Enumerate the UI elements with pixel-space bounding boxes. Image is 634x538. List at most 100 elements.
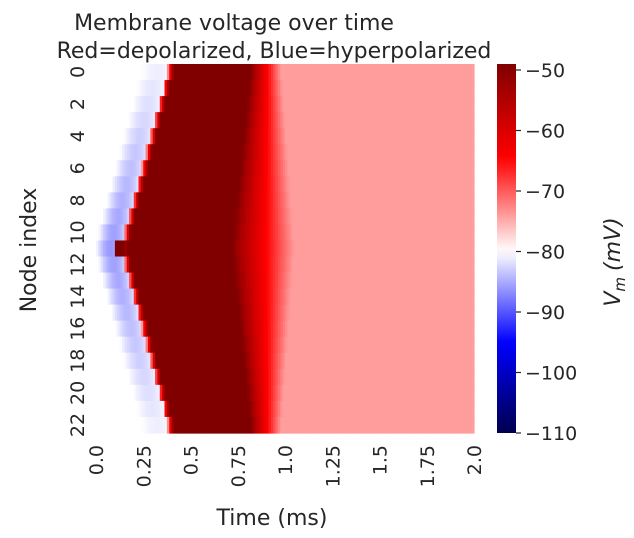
heatmap-cell [346,384,350,402]
heatmap-cell [181,240,185,258]
heatmap-cell [405,160,409,177]
heatmap-cell [237,208,241,226]
heatmap-cell [285,272,288,290]
heatmap-cell [235,80,239,97]
heatmap-cell [296,304,300,322]
heatmap-cell [318,288,322,306]
heatmap-cell [282,304,286,322]
heatmap-cell [204,256,208,274]
heatmap-cell [450,368,454,386]
heatmap-cell [240,288,244,306]
heatmap-cell [176,320,180,338]
heatmap-cell [242,208,246,226]
heatmap-cell [119,160,123,177]
heatmap-cell [218,176,222,193]
heatmap-cell [334,208,338,226]
heatmap-cell [348,80,352,97]
heatmap-cell [344,336,348,354]
heatmap-cell [277,96,281,113]
heatmap-cell [133,416,137,434]
heatmap-cell [289,304,293,322]
heatmap-cell [244,400,248,418]
heatmap-cell [414,128,418,145]
heatmap-cell [384,336,388,354]
heatmap-cell [431,112,435,129]
heatmap-cell [192,144,196,161]
heatmap-cell [303,416,307,434]
heatmap-cell [117,176,121,193]
heatmap-cell [332,64,336,81]
heatmap-cell [181,336,185,354]
heatmap-cell [381,368,385,386]
heatmap-cell [230,208,234,226]
heatmap-cell [110,336,114,354]
heatmap-cell [183,272,187,290]
heatmap-cell [381,416,385,434]
heatmap-cell [237,352,241,370]
heatmap-cell [275,208,279,226]
heatmap-cell [221,112,225,129]
heatmap-cell [126,128,130,145]
heatmap-cell [287,64,291,81]
heatmap-cell [459,288,463,306]
heatmap-cell [285,240,288,258]
heatmap-cell [117,96,121,113]
heatmap-cell [197,272,201,290]
heatmap-cell [426,176,430,193]
heatmap-cell [370,128,374,145]
heatmap-cell [157,128,161,145]
heatmap-cell [273,416,277,434]
heatmap-cell [159,304,163,322]
heatmap-cell [121,128,125,145]
heatmap-cell [353,336,357,354]
heatmap-cell [452,368,456,386]
heatmap-cell [436,320,440,338]
heatmap-cell [121,400,125,418]
heatmap-cell [155,192,159,209]
heatmap-cell [230,272,234,290]
heatmap-cell [214,368,218,386]
heatmap-cell [242,304,246,322]
heatmap-cell [261,128,265,145]
heatmap-cell [381,208,385,226]
heatmap-cell [287,176,291,193]
heatmap-cell [237,304,241,322]
heatmap-cell [150,336,154,354]
heatmap-cell [294,416,298,434]
heatmap-cell [372,224,376,242]
heatmap-cell [169,368,173,386]
heatmap-cell [140,320,144,338]
heatmap-cell [136,160,140,177]
heatmap-cell [242,160,246,177]
heatmap-cell [251,176,255,193]
heatmap-cell [254,208,258,226]
heatmap-cell [407,192,411,209]
heatmap-cell [384,96,388,113]
heatmap-cell [353,384,357,402]
heatmap-cell [339,96,343,113]
y-tick-label: 2 [67,98,89,110]
heatmap-cell [400,192,404,209]
heatmap-cell [414,368,418,386]
heatmap-cell [362,144,366,161]
heatmap-cell [176,208,180,226]
heatmap-cell [136,304,140,322]
heatmap-cell [270,320,274,338]
heatmap-cell [469,288,473,306]
heatmap-cell [268,160,272,177]
heatmap-cell [310,320,314,338]
heatmap-cell [410,400,414,418]
heatmap-cell [147,288,151,306]
heatmap-cell [209,368,213,386]
heatmap-cell [237,400,241,418]
heatmap-cell [183,128,187,145]
heatmap-cell [237,64,241,81]
heatmap-cell [388,256,392,274]
heatmap-cell [225,112,229,129]
heatmap-cell [256,112,260,129]
heatmap-cell [443,144,447,161]
heatmap-cell [100,80,104,97]
heatmap-cell [370,416,374,434]
heatmap-cell [388,272,392,290]
heatmap-cell [152,192,156,209]
